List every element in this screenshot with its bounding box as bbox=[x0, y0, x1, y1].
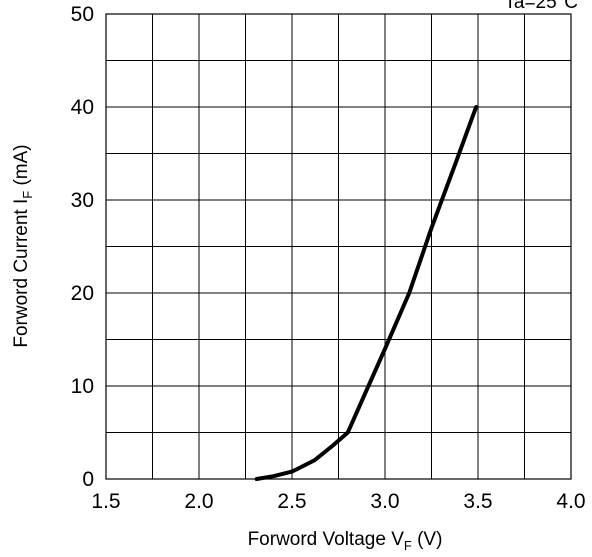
chart-grid bbox=[106, 14, 571, 479]
x-tick-label: 1.5 bbox=[91, 490, 120, 513]
x-tick-label: 2.5 bbox=[277, 490, 306, 513]
temperature-note: Ta=25°C bbox=[504, 0, 578, 13]
x-axis-label-subscript: F bbox=[404, 538, 412, 553]
y-tick-label: 20 bbox=[71, 282, 94, 305]
x-tick-label: 2.0 bbox=[184, 490, 213, 513]
y-tick-label: 30 bbox=[71, 189, 94, 212]
y-axis-label-text: Forword Current I bbox=[11, 199, 32, 348]
y-axis-label: Forword Current IF (mA) bbox=[11, 144, 35, 347]
y-tick-label: 10 bbox=[71, 375, 94, 398]
x-tick-label: 4.0 bbox=[556, 490, 585, 513]
y-tick-label: 50 bbox=[71, 3, 94, 26]
series-line bbox=[254, 105, 479, 481]
x-tick-label: 3.5 bbox=[463, 490, 492, 513]
y-tick-label: 40 bbox=[71, 96, 94, 119]
x-tick-label: 3.0 bbox=[370, 490, 399, 513]
x-tick-labels: 1.5 2.0 2.5 3.0 3.5 4.0 bbox=[91, 490, 585, 513]
plot-frame bbox=[105, 13, 572, 480]
x-axis-label-text: Forword Voltage V bbox=[248, 529, 405, 550]
y-axis-label-unit: (mA) bbox=[11, 144, 32, 190]
y-tick-labels: 0 10 20 30 40 50 bbox=[71, 3, 94, 491]
y-tick-label: 0 bbox=[82, 468, 94, 491]
curve-layer bbox=[254, 105, 479, 481]
y-axis-label-subscript: F bbox=[20, 191, 35, 199]
x-axis-label: Forword Voltage VF (V) bbox=[248, 529, 443, 553]
x-axis-label-unit: (V) bbox=[412, 529, 443, 550]
